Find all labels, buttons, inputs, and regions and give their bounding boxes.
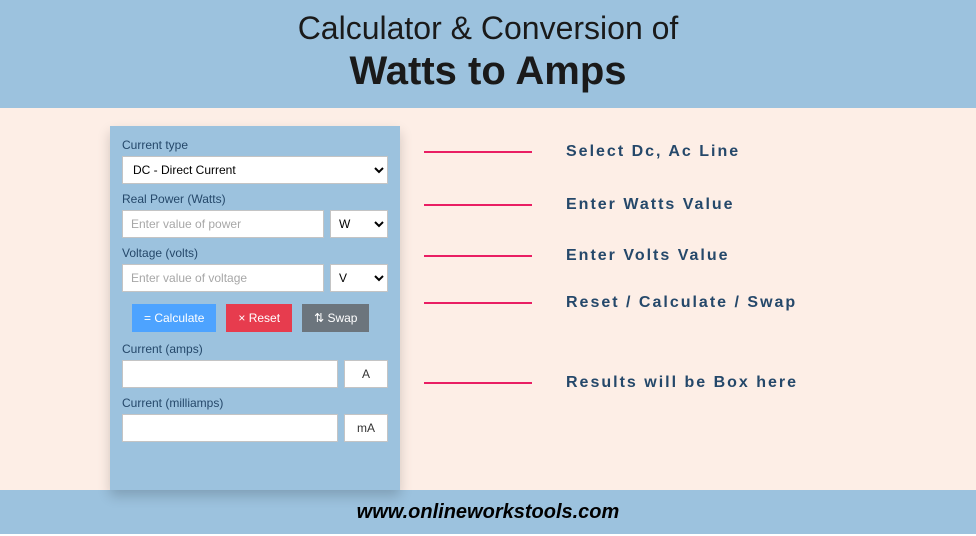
power-row: W [122,210,388,238]
annotation-item: Reset / Calculate / Swap [424,294,798,312]
power-label: Real Power (Watts) [122,192,388,206]
power-input[interactable] [122,210,324,238]
calculate-button[interactable]: = Calculate [132,304,216,332]
current-amps-output [122,360,338,388]
current-ma-label: Current (milliamps) [122,396,388,410]
voltage-row: V [122,264,388,292]
annotation-text: Select Dc, Ac Line [566,143,740,161]
annotation-item: Enter Watts Value [424,196,798,214]
annotation-text: Results will be Box here [566,374,798,392]
annotation-line [424,255,532,257]
footer-band: www.onlineworkstools.com [0,490,976,534]
power-unit-select[interactable]: W [330,210,388,238]
annotation-item: Select Dc, Ac Line [424,143,798,161]
voltage-input[interactable] [122,264,324,292]
button-row: = Calculate × Reset ⇅ Swap [132,304,388,332]
header-band: Calculator & Conversion of Watts to Amps [0,0,976,108]
current-amps-row: A [122,360,388,388]
current-ma-output [122,414,338,442]
annotation-text: Reset / Calculate / Swap [566,294,797,312]
annotation-text: Enter Watts Value [566,196,735,214]
annotation-line [424,204,532,206]
current-type-select[interactable]: DC - Direct Current [122,156,388,184]
annotation-line [424,382,532,384]
calculator-panel: Current type DC - Direct Current Real Po… [110,126,400,490]
header-title: Watts to Amps [0,49,976,94]
voltage-unit-select[interactable]: V [330,264,388,292]
annotation-item: Results will be Box here [424,374,798,392]
annotation-item: Enter Volts Value [424,247,798,265]
current-ma-unit: mA [344,414,388,442]
current-amps-unit: A [344,360,388,388]
footer-url: www.onlineworkstools.com [357,501,620,524]
current-type-label: Current type [122,138,388,152]
current-amps-label: Current (amps) [122,342,388,356]
annotation-line [424,151,532,153]
current-ma-row: mA [122,414,388,442]
reset-button[interactable]: × Reset [226,304,292,332]
annotations: Select Dc, Ac Line Enter Watts Value Ent… [424,126,798,490]
swap-button[interactable]: ⇅ Swap [302,304,369,332]
annotation-line [424,302,532,304]
body-area: Current type DC - Direct Current Real Po… [0,108,976,490]
annotation-text: Enter Volts Value [566,247,730,265]
voltage-label: Voltage (volts) [122,246,388,260]
header-subtitle: Calculator & Conversion of [0,10,976,47]
